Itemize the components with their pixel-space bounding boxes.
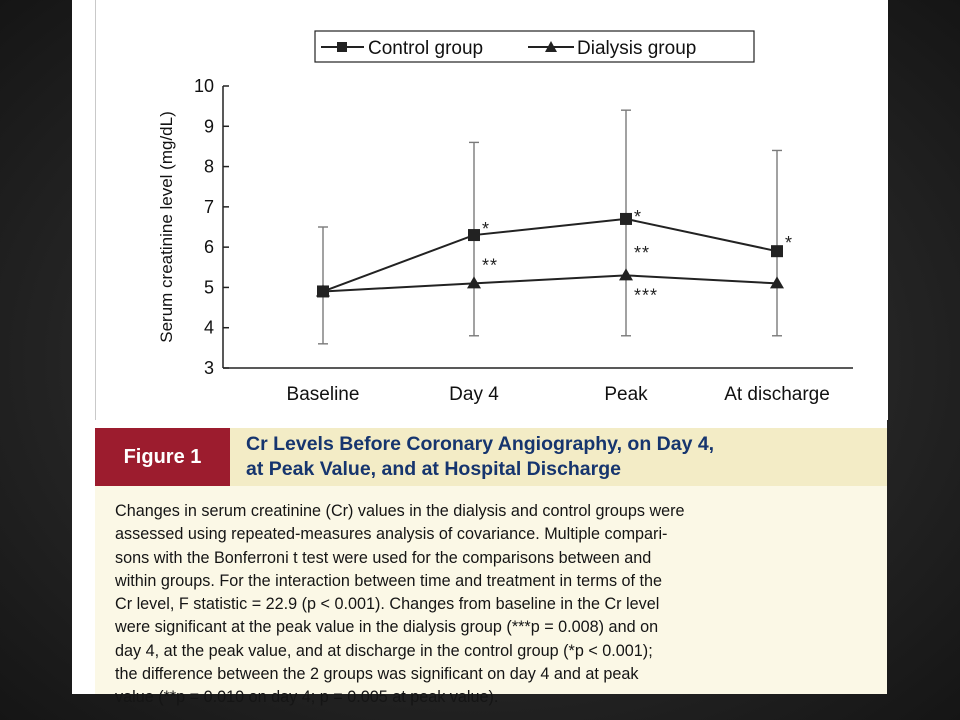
legend-label-control: Control group	[368, 38, 483, 59]
x-tick-label: At discharge	[724, 384, 830, 405]
y-tick-label: 7	[204, 197, 214, 217]
significance-marker: **	[482, 255, 498, 275]
figure-header: Figure 1 Cr Levels Before Coronary Angio…	[95, 428, 887, 486]
series-line-dialysis	[322, 274, 778, 293]
legend-marker-control	[337, 42, 347, 52]
point-control-group	[620, 212, 632, 225]
y-tick-label: 10	[194, 76, 214, 96]
series-line-control	[322, 217, 778, 293]
point-dialysis-group	[316, 284, 330, 297]
legend-marker-dialysis	[545, 41, 557, 52]
significance-annotations: **********	[482, 207, 793, 306]
figure-title-line-1: Cr Levels Before Coronary Angiography, o…	[246, 433, 715, 455]
significance-marker: *	[634, 207, 642, 227]
significance-marker: *	[482, 219, 490, 239]
point-dialysis-group	[619, 268, 633, 281]
y-tick-label: 8	[204, 157, 214, 177]
figure-panel: Control group Dialysis group 3 4 5 6 7 8 9 10 S…	[72, 0, 888, 706]
y-tick-label: 3	[204, 358, 214, 378]
significance-marker: *	[785, 233, 793, 253]
chart-area: Control group Dialysis group 3 4 5 6 7 8 9 10 S…	[95, 0, 888, 420]
x-tick-label: Day 4	[449, 384, 499, 405]
figure-title-line-2: at Peak Value, and at Hospital Discharge	[246, 458, 621, 480]
y-axis-title: Serum creatinine level (mg/dL)	[157, 111, 176, 342]
x-tick-label: Baseline	[287, 384, 360, 405]
y-tick-label: 4	[204, 318, 214, 338]
significance-marker: **	[634, 243, 650, 263]
figure-caption: Changes in serum creatinine (Cr) values …	[95, 486, 887, 706]
data-markers	[316, 212, 784, 298]
figure-title: Cr Levels Before Coronary Angiography, o…	[246, 432, 876, 482]
caption-text: Changes in serum creatinine (Cr) values …	[115, 502, 685, 707]
y-tick-label: 9	[204, 116, 214, 136]
series-lines	[322, 217, 778, 293]
significance-marker: ***	[634, 285, 658, 305]
y-ticks: 3 4 5 6 7 8 9 10	[194, 76, 229, 378]
x-labels: Baseline Day 4 Peak At discharge	[287, 384, 830, 405]
point-dialysis-group	[467, 276, 481, 289]
legend-label-dialysis: Dialysis group	[577, 38, 696, 59]
point-control-group	[468, 229, 480, 242]
legend: Control group Dialysis group	[314, 30, 755, 63]
y-tick-label: 6	[204, 237, 214, 257]
point-dialysis-group	[770, 276, 784, 289]
line-chart: Control group Dialysis group 3 4 5 6 7 8 9 10 S…	[157, 30, 853, 405]
y-tick-label: 5	[204, 277, 214, 297]
x-tick-label: Peak	[604, 384, 648, 405]
figure-label: Figure 1	[95, 428, 230, 486]
point-control-group	[771, 245, 783, 258]
